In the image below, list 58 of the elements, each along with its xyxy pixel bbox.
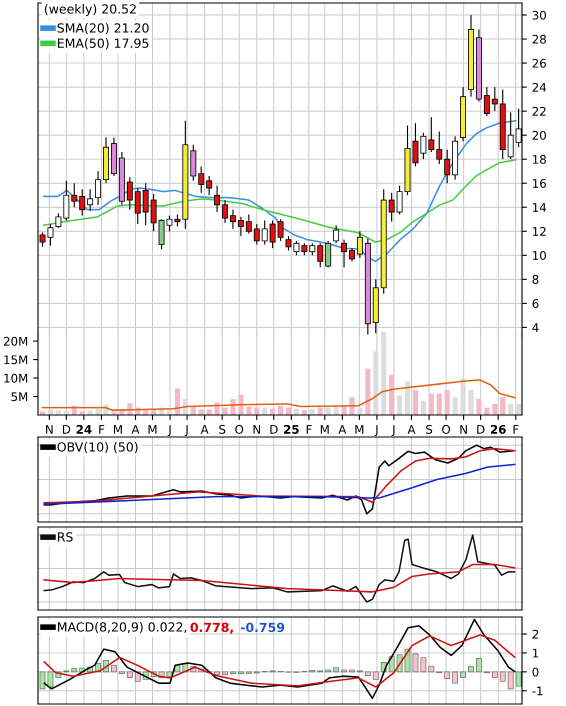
x-tick-label: A [338,425,346,434]
x-tick-label: O [235,424,244,434]
y-tick-label: 20 [532,130,546,140]
x-tick-label: A [200,425,209,434]
y-tick-label: 6 [532,299,538,308]
y-tick-label: -1 [532,686,542,696]
x-tick-label: F [306,425,312,434]
y-tick-label: 1 [533,648,538,658]
x-tick-label: M [114,425,122,434]
x-tick-label: M [355,425,364,434]
y-tick-label: 14 [533,203,546,212]
y-tick-label: 18 [533,154,546,164]
y-tick-label: 26 [532,58,546,68]
annotation: -0.759 [240,622,284,632]
x-tick-label: J [184,425,188,436]
x-tick-label: 26 [490,424,506,434]
legend-label: SMA(20) 21.20 [58,23,149,34]
y-tick-label: 22 [532,106,546,116]
legend-label: MACD(8,20,9) 0.022, [58,622,186,634]
y-tick-label: 0 [532,668,538,676]
y-tick-label: 10 [533,251,546,260]
y-tick-label: 2 [532,630,538,639]
y-tick-label: 4 [532,323,539,332]
x-tick-label: D [477,425,484,434]
x-tick-label: A [408,425,416,434]
x-tick-label: M [148,425,156,434]
x-tick-label: J [392,425,394,436]
y-tick-label: 28 [532,34,546,44]
y-tick-label: 5M [11,392,28,402]
x-tick-label: M [320,425,329,434]
y-tick-label: 12 [533,226,546,236]
legend-label: RS [58,532,73,542]
legend-label: OBV(10) (50) [57,442,138,454]
annotation: 0.778, [190,622,233,634]
y-tick-label: 20M [4,336,28,346]
x-tick-label: A [132,425,140,434]
x-tick-label: J [374,425,378,436]
y-tick-label: 15M [4,355,28,364]
chart-title: (weekly) 20.52 [44,4,136,16]
x-tick-label: N [46,425,53,434]
y-tick-label: 8 [532,275,538,284]
x-tick-label: F [99,425,104,434]
legend-label: EMA(50) 17.95 [58,38,148,50]
y-tick-label: 10M [4,374,28,383]
x-tick-label: 24 [76,424,92,434]
x-tick-label: N [254,425,260,434]
x-tick-label: D [270,425,278,434]
x-tick-label: J [168,425,171,436]
y-tick-label: 24 [532,82,546,92]
x-tick-label: O [442,424,450,434]
x-tick-label: S [219,424,226,434]
x-tick-label: D [62,425,70,434]
x-tick-label: N [460,425,467,434]
y-tick-label: 30 [532,10,546,20]
x-tick-label: F [514,425,518,434]
x-tick-label: 25 [284,424,299,434]
x-tick-label: S [426,424,432,434]
y-tick-label: 16 [533,178,546,188]
